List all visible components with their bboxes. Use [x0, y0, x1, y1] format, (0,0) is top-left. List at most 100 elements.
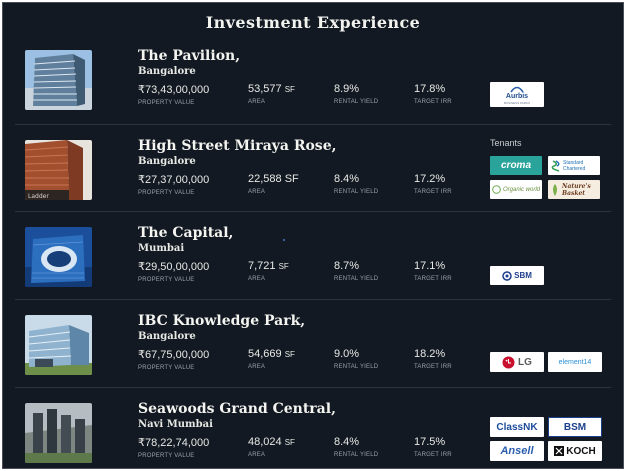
- property-name: IBC Knowledge Park,: [138, 313, 306, 329]
- target-irr-value: 17.1%: [414, 260, 446, 272]
- rental-yield-label: RENTAL YIELD: [334, 452, 379, 458]
- property-row-ibc-knowledge-park[interactable]: IBC Knowledge Park, Bangalore ₹67,75,00,…: [3, 303, 623, 391]
- tenants-label: Tenants: [490, 138, 522, 148]
- koch-logo: KOCH: [548, 441, 602, 461]
- property-value: ₹67,75,00,000: [138, 349, 210, 361]
- property-city: Bangalore: [138, 66, 196, 77]
- target-irr-value: 17.2%: [414, 173, 446, 185]
- rental-yield-value: 8.9%: [334, 83, 360, 95]
- property-photo: [25, 227, 92, 287]
- target-irr-stat: 18.2% TARGET IRR: [414, 348, 452, 370]
- target-irr-stat: 17.8% TARGET IRR: [414, 83, 452, 105]
- property-photo: [25, 315, 92, 375]
- area-stat: 48,024 SF AREA: [248, 436, 295, 458]
- property-name: High Street Miraya Rose,: [138, 138, 337, 154]
- rental-yield-value: 8.4%: [334, 436, 360, 448]
- target-irr-stat: 17.1% TARGET IRR: [414, 260, 452, 282]
- area-value: 48,024: [248, 436, 282, 448]
- property-row-pavilion[interactable]: The Pavilion, Bangalore ₹73,43,00,000 PR…: [3, 38, 623, 126]
- rental-yield-stat: 8.4% RENTAL YIELD: [334, 436, 378, 458]
- property-row-seawoods[interactable]: Seawoods Grand Central, Navi Mumbai ₹78,…: [3, 391, 623, 468]
- target-irr-label: TARGET IRR: [414, 189, 452, 195]
- classnk-logo: ClassNK: [490, 417, 544, 437]
- rental-yield-label: RENTAL YIELD: [334, 276, 379, 282]
- property-city: Navi Mumbai: [138, 419, 213, 430]
- row-divider: [15, 124, 611, 125]
- standard-chartered-logo: Standard Chartered: [548, 156, 600, 175]
- lg-logo: LG: [490, 352, 544, 372]
- property-value-label: PROPERTY VALUE: [138, 100, 195, 106]
- property-row-miraya-rose[interactable]: Ladder High Street Miraya Rose, Bangalor…: [3, 128, 623, 216]
- target-irr-stat: 17.2% TARGET IRR: [414, 173, 452, 195]
- area-stat: 53,577 SF AREA: [248, 83, 295, 105]
- rental-yield-value: 8.7%: [334, 260, 360, 272]
- property-name: The Capital,: [138, 225, 234, 241]
- property-value: ₹73,43,00,000: [138, 84, 210, 96]
- standard-chartered-stripes-icon: [551, 159, 560, 172]
- rental-yield-stat: 9.0% RENTAL YIELD: [334, 348, 378, 370]
- area-value: 54,669: [248, 348, 282, 360]
- area-unit: SF: [284, 350, 295, 359]
- area-value: 7,721: [248, 260, 276, 272]
- row-divider: [15, 387, 611, 388]
- natures-basket-logo: Nature's Basket: [548, 180, 600, 199]
- property-value-stat: ₹78,22,74,000 PROPERTY VALUE: [138, 436, 209, 459]
- property-row-capital[interactable]: The Capital, Mumbai ₹29,50,00,000 PROPER…: [3, 215, 623, 303]
- property-value-label: PROPERTY VALUE: [138, 277, 195, 283]
- property-value: ₹27,37,00,000: [138, 174, 210, 186]
- rental-yield-stat: 8.7% RENTAL YIELD: [334, 260, 378, 282]
- property-photo: [25, 50, 92, 110]
- area-stat: 7,721 SF AREA: [248, 260, 289, 282]
- svg-text:Ladder: Ladder: [28, 193, 49, 200]
- area-label: AREA: [248, 452, 266, 458]
- area-value: 22,588: [248, 173, 282, 185]
- rental-yield-stat: 8.9% RENTAL YIELD: [334, 83, 378, 105]
- cursor-dot: [283, 239, 285, 241]
- target-irr-stat: 17.5% TARGET IRR: [414, 436, 452, 458]
- property-value-stat: ₹29,50,00,000 PROPERTY VALUE: [138, 260, 209, 283]
- ansell-logo: Ansell: [490, 441, 544, 461]
- target-irr-label: TARGET IRR: [414, 99, 452, 105]
- property-value: ₹29,50,00,000: [138, 261, 210, 273]
- property-value-label: PROPERTY VALUE: [138, 365, 195, 371]
- property-value-stat: ₹27,37,00,000 PROPERTY VALUE: [138, 173, 209, 196]
- koch-mark-icon: [554, 446, 565, 456]
- target-irr-label: TARGET IRR: [414, 452, 452, 458]
- organic-world-logo: Organic world: [490, 180, 542, 199]
- property-value-label: PROPERTY VALUE: [138, 190, 195, 196]
- page-title: Investment Experience: [205, 13, 421, 32]
- property-value: ₹78,22,74,000: [138, 437, 210, 449]
- property-photo: [25, 403, 92, 463]
- rental-yield-stat: 8.4% RENTAL YIELD: [334, 173, 378, 195]
- sbm-logo: SBM: [490, 266, 544, 285]
- area-unit: SF: [278, 262, 289, 271]
- area-unit: SF: [284, 85, 295, 94]
- area-label: AREA: [248, 276, 266, 282]
- property-value-stat: ₹67,75,00,000 PROPERTY VALUE: [138, 348, 209, 371]
- target-irr-value: 17.8%: [414, 83, 446, 95]
- lg-face-icon: [502, 356, 515, 368]
- aurbis-logo: Aurbis BUSINESS PARKS: [490, 82, 544, 107]
- target-irr-value: 17.5%: [414, 436, 446, 448]
- property-photo: Ladder: [25, 140, 92, 200]
- area-value: 53,577: [248, 83, 282, 95]
- natures-basket-leaf-icon: [553, 183, 557, 196]
- element14-logo: element14: [548, 352, 602, 372]
- area-label: AREA: [248, 99, 266, 105]
- sbm-mark-icon: [502, 270, 512, 281]
- property-city: Bangalore: [138, 331, 196, 342]
- croma-logo: croma: [490, 156, 542, 175]
- rental-yield-value: 8.4%: [334, 173, 360, 185]
- area-label: AREA: [248, 189, 266, 195]
- rental-yield-label: RENTAL YIELD: [334, 99, 379, 105]
- rental-yield-label: RENTAL YIELD: [334, 189, 379, 195]
- property-city: Bangalore: [138, 156, 196, 167]
- rental-yield-label: RENTAL YIELD: [334, 364, 379, 370]
- aurbis-mark-icon: [510, 86, 524, 92]
- area-label: AREA: [248, 364, 266, 370]
- rental-yield-value: 9.0%: [334, 348, 360, 360]
- organic-leaf-icon: [492, 185, 501, 194]
- property-name: Seawoods Grand Central,: [138, 401, 336, 417]
- property-value-stat: ₹73,43,00,000 PROPERTY VALUE: [138, 83, 209, 106]
